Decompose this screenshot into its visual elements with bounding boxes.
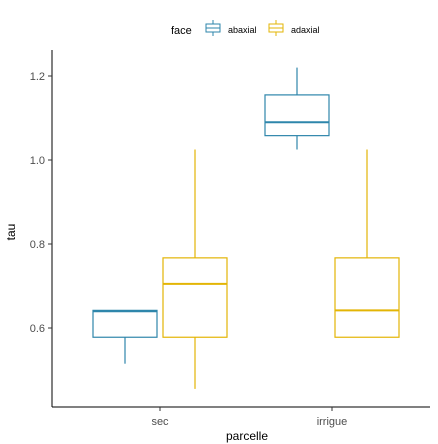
box-body	[334, 257, 400, 338]
legend-label-abaxial: abaxial	[228, 25, 257, 35]
y-tick-label: 1.2	[30, 71, 45, 83]
legend-label-adaxial: adaxial	[291, 25, 320, 35]
box-adaxial-sec	[162, 149, 228, 389]
plot-area	[92, 67, 400, 389]
box-abaxial-irrigue	[264, 67, 330, 150]
y-tick-label: 0.8	[30, 239, 45, 251]
x-axis: sec irrigue	[52, 406, 430, 428]
box-body	[162, 257, 228, 338]
x-axis-title: parcelle	[226, 429, 268, 443]
legend-key-abaxial	[205, 20, 221, 36]
legend: face abaxial adaxial	[171, 20, 320, 37]
box-abaxial-sec	[92, 309, 158, 364]
legend-title: face	[171, 25, 192, 37]
box-body	[92, 309, 158, 338]
box-body	[264, 94, 330, 137]
box-adaxial-irrigue	[334, 149, 400, 338]
x-tick-label: sec	[151, 416, 169, 428]
x-tick-label: irrigue	[317, 416, 348, 428]
y-axis-title: tau	[4, 224, 18, 241]
y-tick-label: 1.0	[30, 155, 45, 167]
y-axis: 0.6 0.8 1.0 1.2	[30, 50, 53, 407]
y-tick-label: 0.6	[30, 323, 45, 335]
legend-key-adaxial	[268, 20, 284, 36]
